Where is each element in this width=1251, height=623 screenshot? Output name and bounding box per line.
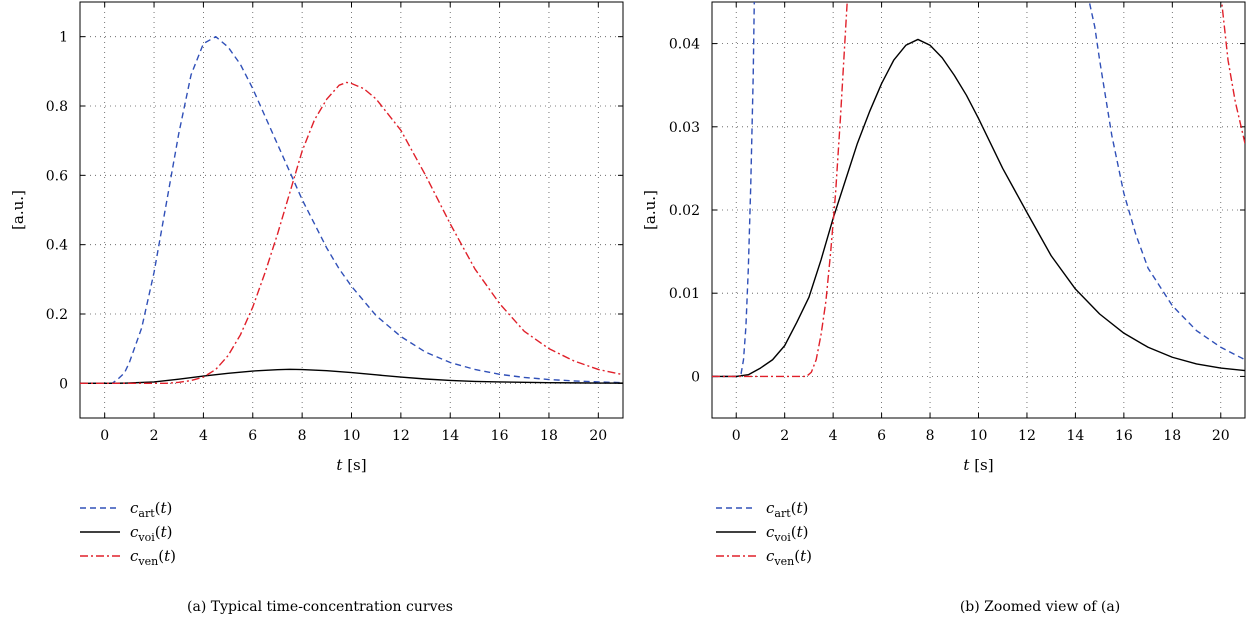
plot-frame: [79, 1, 624, 419]
x-tick-label: 12: [1018, 428, 1036, 444]
x-tick-label: 16: [1115, 428, 1133, 444]
x-tick-label: 8: [298, 428, 307, 444]
x-tick-label: 0: [732, 428, 741, 444]
series-group: [80, 35, 623, 385]
y-tick-label: 0.2: [46, 307, 68, 323]
legend-label-voi: cvoi(t): [130, 523, 173, 544]
series-line-art: [712, 2, 755, 378]
plot-frame: [711, 1, 1246, 419]
x-tick-label: 18: [1163, 428, 1181, 444]
series-line-ven: [712, 2, 848, 378]
y-axis-label: [a.u.]: [9, 190, 27, 230]
x-tick-label: 14: [441, 428, 459, 444]
series-line-art: [80, 35, 623, 385]
x-tick-label: 20: [589, 428, 607, 444]
y-tick-label: 0.03: [669, 120, 700, 136]
x-axis-label: t [s]: [336, 456, 366, 474]
y-tick-label: 0.01: [669, 286, 700, 302]
x-tick-label: 4: [199, 428, 208, 444]
x-tick-label: 10: [343, 428, 361, 444]
panel-caption: (a) Typical time-concentration curves: [187, 599, 453, 615]
series-line-ven: [80, 81, 623, 385]
series-line-ven: [1220, 2, 1245, 144]
x-tick-label: 10: [970, 428, 988, 444]
y-tick-label: 0: [691, 369, 700, 385]
x-tick-label: 8: [926, 428, 935, 444]
x-tick-label: 4: [829, 428, 838, 444]
panel-a: 0 2 4 6 8 10 12 14 16 18 20 0 0.2 0.4 0.6 0.8 1 t [s] [a.u…: [9, 1, 624, 615]
legend-label-art: cart(t): [130, 499, 172, 520]
y-axis-label: [a.u.]: [641, 190, 659, 230]
x-tick-label: 14: [1066, 428, 1084, 444]
panel-b: 0 2 4 6 8 10 12 14 16 18 20 0 0.01 0.02 0.03 0.04 t [s] […: [641, 1, 1246, 615]
y-tick-label: 0.4: [46, 238, 68, 254]
legend-label-ven: cven(t): [130, 547, 176, 568]
x-tick-label: 6: [877, 428, 886, 444]
y-tick-label: 0.02: [669, 203, 700, 219]
y-tick-label: 0.04: [669, 37, 700, 53]
panel-caption: (b) Zoomed view of (a): [960, 599, 1120, 615]
x-tick-label: 12: [392, 428, 410, 444]
y-tick-label: 0.8: [46, 99, 68, 115]
legend-label-ven: cven(t): [766, 547, 812, 568]
y-tick-label: 1: [59, 30, 68, 46]
x-tick-label: 2: [150, 428, 159, 444]
x-tick-label: 0: [100, 428, 109, 444]
series-line-voi: [80, 368, 623, 385]
x-axis-label: t [s]: [963, 456, 993, 474]
series-line-voi: [712, 38, 1245, 378]
x-tick-label: 18: [540, 428, 558, 444]
y-tick-label: 0.6: [46, 168, 68, 184]
series-line-art: [1088, 2, 1245, 361]
legend-label-art: cart(t): [766, 499, 808, 520]
x-tick-label: 6: [248, 428, 257, 444]
x-tick-label: 20: [1212, 428, 1230, 444]
legend-label-voi: cvoi(t): [766, 523, 809, 544]
x-tick-label: 2: [780, 428, 789, 444]
series-group: [712, 2, 1245, 378]
y-tick-label: 0: [59, 376, 68, 392]
x-tick-label: 16: [491, 428, 509, 444]
